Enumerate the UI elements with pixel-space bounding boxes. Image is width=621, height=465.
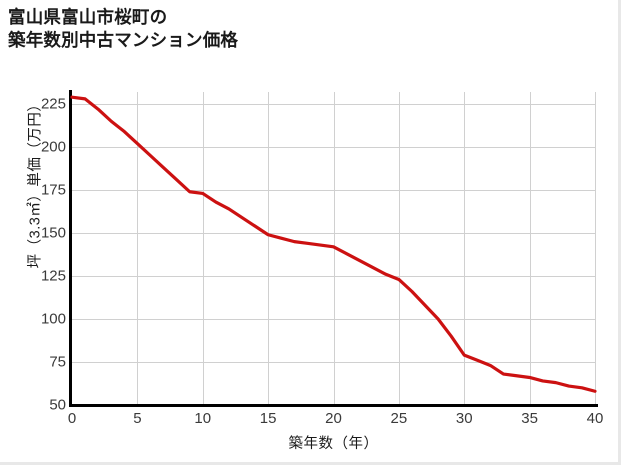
gridline-horizontal <box>72 233 595 234</box>
y-tick-label: 50 <box>49 396 66 414</box>
data-series-line <box>70 95 597 393</box>
gridline-horizontal <box>72 276 595 277</box>
gridline-horizontal <box>72 319 595 320</box>
x-axis-spine <box>69 404 598 407</box>
x-tick-label: 0 <box>67 410 77 427</box>
x-axis-title: 築年数（年） <box>288 436 379 452</box>
gridline-vertical <box>203 92 204 405</box>
x-tick-label: 10 <box>194 410 212 427</box>
y-axis-title: 坪（3.3㎡）単価（万円） <box>27 96 44 269</box>
gridline-horizontal <box>72 104 595 105</box>
figure-bottom-edge <box>0 462 621 465</box>
y-tick-label: 225 <box>40 95 66 113</box>
chart-title: 富山県富山市桜町の 築年数別中古マンション価格 <box>8 7 239 51</box>
y-tick-label: 100 <box>40 310 66 328</box>
y-tick-label: 200 <box>40 138 66 156</box>
x-tick-label: 15 <box>259 410 277 427</box>
y-tick-label: 75 <box>49 353 66 371</box>
gridline-horizontal <box>72 147 595 148</box>
plot-area <box>72 92 596 406</box>
gridline-horizontal <box>72 190 595 191</box>
y-tick-label: 125 <box>40 267 66 285</box>
figure-right-edge <box>618 0 621 465</box>
gridline-vertical <box>464 92 465 405</box>
x-tick-label: 5 <box>133 410 142 427</box>
x-tick-label: 35 <box>521 410 538 427</box>
y-axis-spine <box>69 90 72 407</box>
x-tick-label: 25 <box>390 410 408 427</box>
x-tick-label: 40 <box>586 410 604 427</box>
x-tick-label: 30 <box>455 410 473 427</box>
gridline-vertical <box>399 92 400 405</box>
y-tick-labels: 50 75 100 125 150 175 200 225 <box>18 0 66 465</box>
gridline-vertical <box>268 92 269 405</box>
gridline-horizontal <box>72 362 595 363</box>
y-tick-label: 175 <box>40 181 66 199</box>
gridline-vertical <box>530 92 531 405</box>
gridline-vertical <box>137 92 138 405</box>
x-tick-label: 20 <box>325 410 342 427</box>
gridline-vertical <box>595 92 596 405</box>
y-tick-label: 150 <box>40 224 66 242</box>
